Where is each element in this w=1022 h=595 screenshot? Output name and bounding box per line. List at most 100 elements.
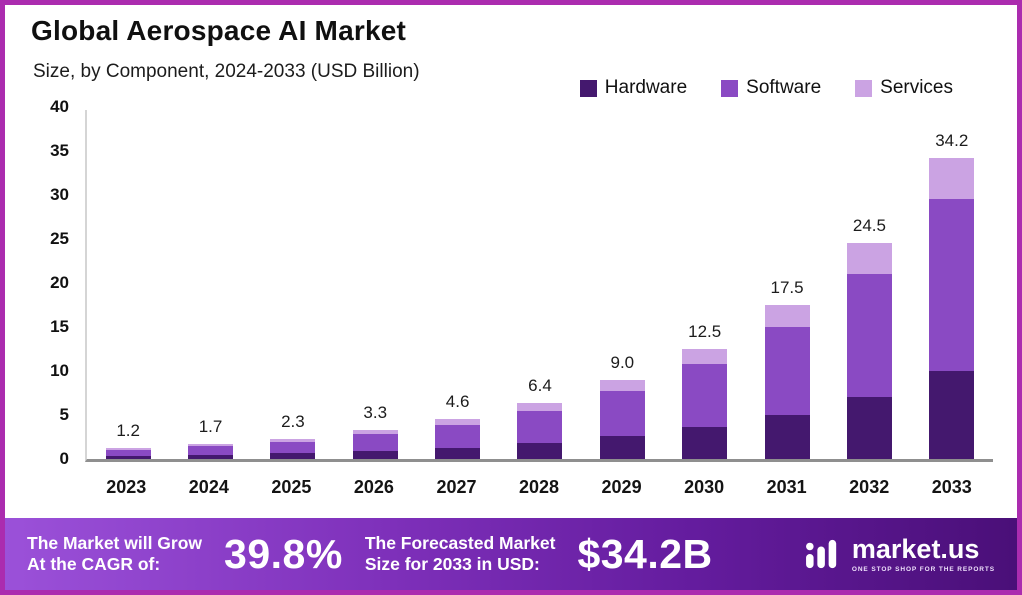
- bar-segment-services: [188, 444, 234, 447]
- bar-segment-software: [352, 434, 398, 451]
- bar-segment-services: [105, 448, 151, 450]
- x-tick-label: 2023: [106, 477, 147, 497]
- bar-total-label: 1.7: [198, 417, 223, 437]
- bar-segment-hardware: [188, 454, 234, 459]
- bar-segment-hardware: [517, 443, 563, 459]
- bar-segment-software: [105, 449, 151, 456]
- stacked-bar: 4.6: [435, 392, 481, 459]
- stacked-bar: 1.7: [188, 417, 234, 459]
- bar-segment-software: [270, 441, 316, 454]
- y-tick-label: 10: [50, 361, 69, 380]
- bar-segment-hardware: [270, 453, 316, 459]
- bar-total-label: 3.3: [363, 402, 388, 422]
- chart-subtitle: Size, by Component, 2024-2033 (USD Billi…: [33, 61, 420, 82]
- bar-segment-services: [764, 305, 810, 327]
- bar-segment-hardware: [105, 455, 151, 459]
- x-tick-label: 2025: [271, 477, 312, 497]
- bar-column: 6.4: [499, 376, 581, 459]
- cagr-value: 39.8%: [224, 530, 343, 577]
- legend-label: Services: [880, 77, 953, 98]
- x-axis-labels: 2023 2024 2025 2026 2027 2028 2029 2030 2031 2032…: [85, 477, 993, 498]
- y-tick-label: 35: [50, 141, 69, 160]
- stacked-bar: 12.5: [682, 322, 728, 459]
- bar-segment-software: [764, 327, 810, 415]
- bar-segment-software: [599, 391, 645, 437]
- legend-swatch: [721, 79, 739, 97]
- marketus-logo-icon: [805, 539, 837, 569]
- legend: Hardware Software Services: [579, 77, 953, 99]
- x-tick-label: 2030: [684, 477, 725, 497]
- bar-segment-services: [682, 349, 728, 364]
- x-tick-label: 2028: [518, 477, 560, 497]
- bar-column: 3.3: [334, 403, 416, 459]
- legend-swatch: [579, 79, 597, 97]
- x-tick-label: 2033: [931, 477, 972, 497]
- cagr-label-line1: The Market will Grow: [27, 533, 203, 553]
- bar-column: 1.7: [169, 417, 251, 459]
- y-tick-label: 30: [50, 185, 69, 204]
- bar-segment-hardware: [682, 427, 728, 459]
- y-tick-label: 40: [50, 97, 69, 116]
- marketus-logo: market.us ONE STOP SHOP FOR THE REPORTS: [803, 535, 995, 573]
- bar-column: 12.5: [664, 322, 746, 459]
- forecast-label-line1: The Forecasted Market: [364, 533, 556, 553]
- bar-total-label: 9.0: [610, 352, 635, 372]
- bar-segment-software: [929, 199, 975, 371]
- bar-total-label: 2.3: [281, 411, 305, 431]
- bar-segment-services: [517, 402, 563, 411]
- forecast-value: $34.2B: [577, 530, 713, 577]
- bar-column: 17.5: [746, 278, 828, 459]
- bar-segment-hardware: [846, 397, 892, 459]
- legend-item-services: Services: [855, 77, 953, 99]
- bar-segment-services: [270, 438, 316, 442]
- y-tick-label: 25: [50, 229, 69, 248]
- bar-total-label: 24.5: [852, 216, 886, 236]
- bar-segment-hardware: [929, 371, 975, 459]
- bar-segment-services: [929, 158, 975, 200]
- x-tick-label: 2027: [436, 477, 477, 497]
- bar-total-label: 1.2: [116, 421, 140, 441]
- x-tick-label: 2029: [601, 477, 642, 497]
- bar-segment-services: [846, 243, 892, 275]
- y-tick-label: 20: [50, 273, 69, 292]
- plot-area: 1.2 1.7 2.3 3.3 4.6 6.4 9.0 12.5 17.5 24.5 34.2 0 5…: [50, 98, 993, 468]
- bar-segment-software: [188, 446, 234, 455]
- bar-segment-services: [352, 429, 398, 435]
- bar-segment-services: [599, 379, 645, 392]
- legend-label: Hardware: [604, 77, 688, 98]
- x-tick-label: 2032: [849, 477, 890, 497]
- bar-total-label: 34.2: [935, 131, 969, 151]
- bar-total-label: 6.4: [528, 375, 552, 395]
- bar-segment-software: [435, 424, 481, 448]
- bar-segment-services: [435, 418, 481, 425]
- stacked-bar: 1.2: [105, 421, 151, 459]
- bar-segment-software: [846, 274, 892, 398]
- stacked-bar: 3.3: [352, 403, 398, 459]
- bar-column: 4.6: [416, 392, 498, 459]
- stacked-bar: 17.5: [764, 278, 810, 459]
- forecast-label-line2: Size for 2033 in USD:: [364, 554, 540, 574]
- bar-total-label: 12.5: [688, 322, 722, 342]
- bars-container: 1.2 1.7 2.3 3.3 4.6 6.4 9.0 12.5 17.5 24.5 34.2: [87, 110, 993, 459]
- logo-tagline: ONE STOP SHOP FOR THE REPORTS: [851, 565, 995, 573]
- legend-item-hardware: Hardware: [579, 77, 688, 99]
- legend-label: Software: [746, 77, 822, 98]
- forecast-label: The Forecasted Market Size for 2033 in U…: [365, 533, 556, 575]
- bar-column: 34.2: [911, 131, 993, 459]
- y-tick-label: 5: [59, 405, 69, 424]
- stacked-bar: 2.3: [270, 412, 316, 459]
- x-tick-label: 2031: [766, 477, 807, 497]
- bar-segment-software: [517, 410, 563, 444]
- y-tick-label: 15: [50, 317, 69, 336]
- chart-title: Global Aerospace AI Market: [31, 15, 407, 46]
- stacked-bar: 9.0: [599, 353, 645, 459]
- y-tick-label: 0: [59, 449, 69, 468]
- bar-segment-hardware: [599, 436, 645, 459]
- bar-total-label: 4.6: [445, 391, 470, 411]
- x-tick-label: 2026: [353, 477, 394, 497]
- stacked-bar: 24.5: [846, 216, 892, 459]
- stacked-bar: 34.2: [929, 131, 975, 459]
- stacked-bar: 6.4: [517, 376, 563, 459]
- bar-total-label: 17.5: [770, 278, 804, 297]
- bar-segment-software: [682, 363, 728, 428]
